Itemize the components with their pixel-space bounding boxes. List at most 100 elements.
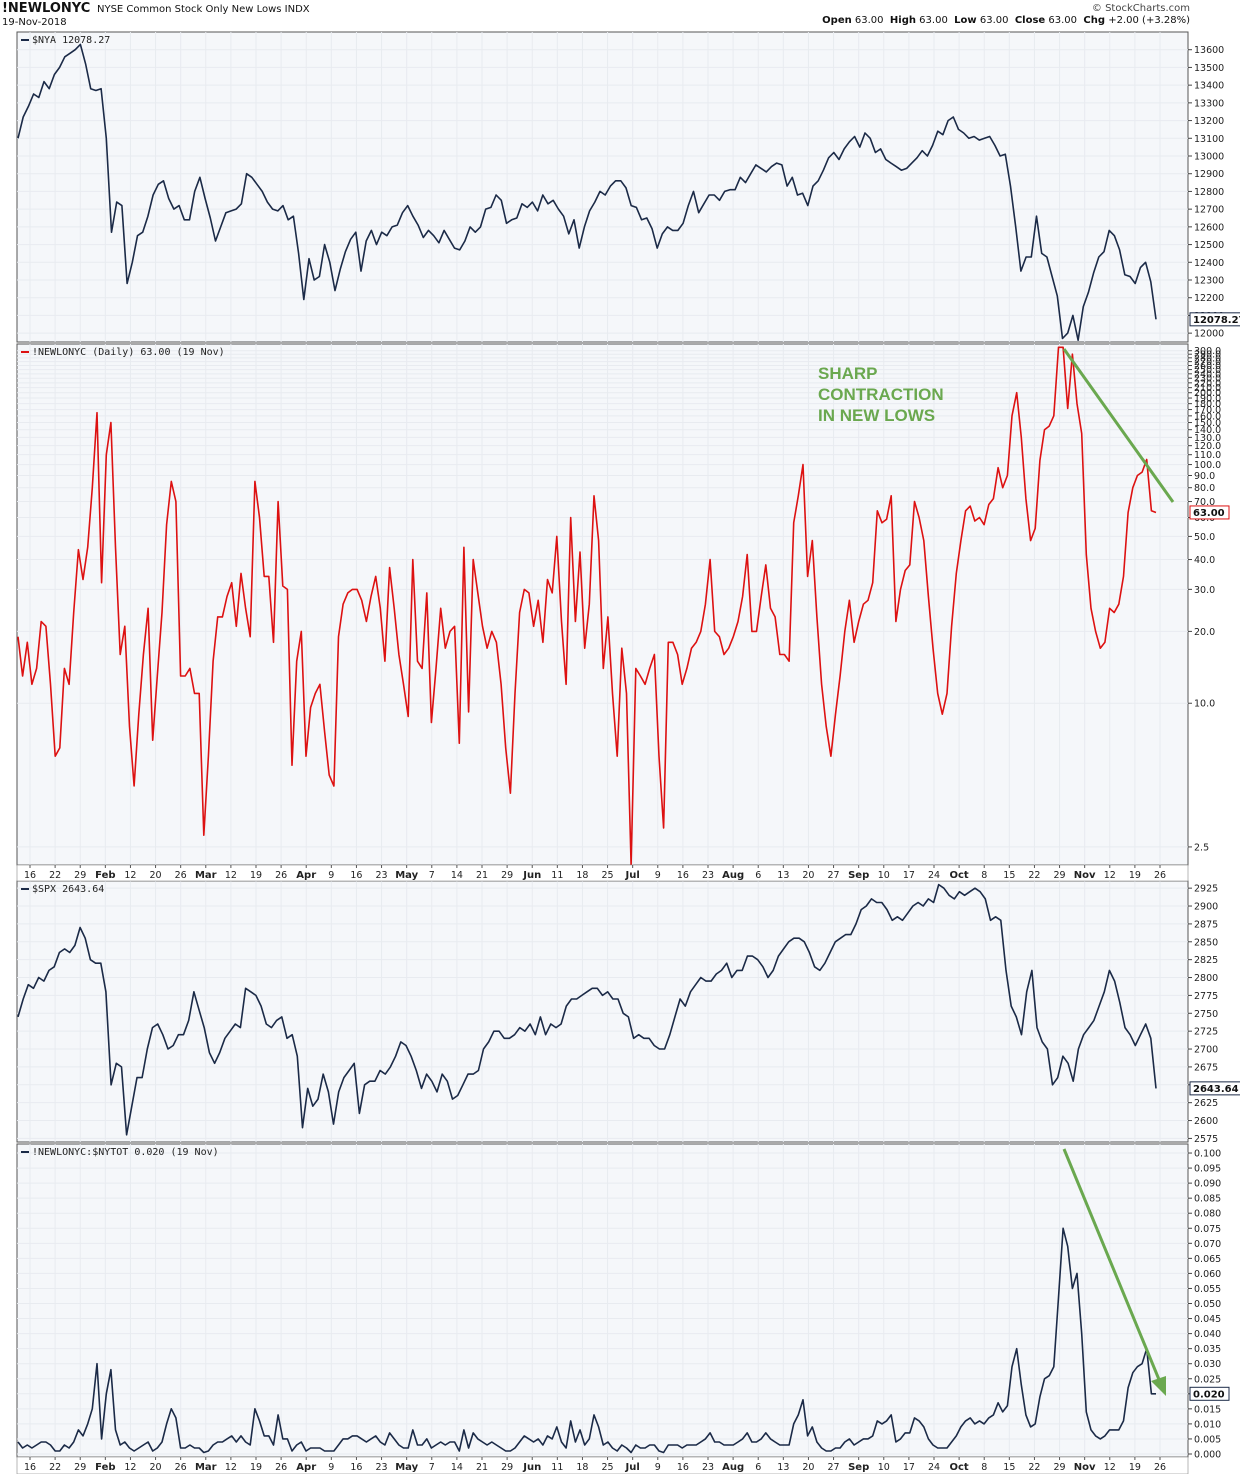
x-axis-band xyxy=(16,864,1189,882)
x-tick-label: 7 xyxy=(429,870,435,881)
last-value-tag xyxy=(1189,1081,1240,1096)
panel-frame-spx xyxy=(16,880,1189,1143)
y-tick-label: 80.0 xyxy=(1194,483,1215,494)
trendline-ratio xyxy=(1062,1148,1162,1383)
x-tick-label: 26 xyxy=(175,1462,187,1473)
y-tick-label: 130.0 xyxy=(1194,433,1221,444)
x-tick-label: Feb xyxy=(95,870,115,881)
y-tick-label: 12200 xyxy=(1194,293,1224,304)
chart-header: !NEWLONYC NYSE Common Stock Only New Low… xyxy=(0,0,1240,30)
y-tick-label: 20.0 xyxy=(1194,627,1215,638)
x-tick-label: 23 xyxy=(376,1462,388,1473)
x-tick-label: 25 xyxy=(602,870,614,881)
annotation-text: SHARP xyxy=(818,364,878,383)
y-tick-label: 2700 xyxy=(1194,1045,1218,1056)
y-tick-label: 2.5 xyxy=(1194,842,1209,853)
x-tick-label: 16 xyxy=(350,1462,362,1473)
x-tick-label: 16 xyxy=(24,870,36,881)
x-tick-label: 7 xyxy=(429,1462,435,1473)
close-label: Close xyxy=(1014,15,1046,26)
y-tick-label: 70.0 xyxy=(1194,497,1215,508)
close-value: 63.00 xyxy=(1048,15,1078,26)
y-tick-label: 140.0 xyxy=(1194,425,1221,436)
x-tick-label: 22 xyxy=(1028,1462,1040,1473)
y-tick-label: 2575 xyxy=(1194,1134,1218,1145)
y-tick-label: 260.0 xyxy=(1194,361,1221,372)
x-tick-label: 23 xyxy=(376,870,388,881)
x-tick-label: 20 xyxy=(802,870,814,881)
x-tick-label: 9 xyxy=(655,870,661,881)
x-tick-label: 29 xyxy=(501,870,513,881)
y-tick-label: 12800 xyxy=(1194,187,1224,198)
x-tick-label: 19 xyxy=(250,1462,262,1473)
x-tick-label: 22 xyxy=(1028,870,1040,881)
x-tick-label: 26 xyxy=(275,870,287,881)
x-tick-label: 19 xyxy=(1129,1462,1141,1473)
panel-title: !NEWLONYC (Daily) 63.00 (19 Nov) xyxy=(32,347,225,358)
annotation-text: IN NEW LOWS xyxy=(818,406,935,425)
y-tick-label: 12400 xyxy=(1194,258,1224,269)
y-tick-label: 2625 xyxy=(1194,1098,1218,1109)
y-tick-label: 12500 xyxy=(1194,240,1224,251)
y-tick-label: 12300 xyxy=(1194,276,1224,287)
y-tick-label: 120.0 xyxy=(1194,441,1221,452)
x-tick-label: 8 xyxy=(981,870,987,881)
x-tick-label: 26 xyxy=(275,1462,287,1473)
x-tick-label: 12 xyxy=(124,1462,136,1473)
panel-frame-ratio xyxy=(16,1143,1189,1458)
y-tick-label: 0.000 xyxy=(1194,1449,1221,1460)
y-tick-label: 180.0 xyxy=(1194,399,1221,410)
y-tick-label: 13600 xyxy=(1194,45,1224,56)
panel-title: $NYA 12078.27 xyxy=(32,35,110,46)
x-tick-label: 13 xyxy=(777,870,789,881)
low-value: 63.00 xyxy=(979,15,1009,26)
x-tick-label: 20 xyxy=(802,1462,814,1473)
y-tick-label: 160.0 xyxy=(1194,411,1221,422)
last-value-tag xyxy=(1189,505,1230,520)
y-tick-label: 0.085 xyxy=(1194,1194,1221,1205)
x-tick-label: 23 xyxy=(702,1462,714,1473)
y-tick-label: 290.0 xyxy=(1194,350,1221,361)
panel-nya: 1200012100122001230012400125001260012700… xyxy=(16,31,1240,343)
x-axis-0: 16 22 29 Feb 12 20 26 Mar 12 19 26 Apr 9 16 23 May 7 14 21… xyxy=(16,864,1189,882)
y-tick-label: 2850 xyxy=(1194,937,1218,948)
x-tick-label: 29 xyxy=(74,870,86,881)
x-tick-label: 16 xyxy=(677,870,689,881)
y-tick-label: 2600 xyxy=(1194,1116,1218,1127)
y-tick-label: 90.0 xyxy=(1194,471,1215,482)
symbol-description: NYSE Common Stock Only New Lows INDX xyxy=(97,4,310,15)
y-tick-label: 2800 xyxy=(1194,973,1218,984)
x-tick-label: Aug xyxy=(722,1462,744,1473)
x-tick-label: Sep xyxy=(848,870,869,881)
y-tick-label: 0.100 xyxy=(1194,1149,1221,1160)
x-tick-label: 29 xyxy=(501,1462,513,1473)
chg-label: Chg xyxy=(1083,15,1106,26)
high-label: High xyxy=(889,15,916,26)
x-tick-label: 16 xyxy=(350,870,362,881)
y-tick-label: 12600 xyxy=(1194,222,1224,233)
y-tick-label: 0.090 xyxy=(1194,1179,1221,1190)
x-tick-label: 19 xyxy=(250,870,262,881)
y-tick-label: 13500 xyxy=(1194,63,1224,74)
stockcharts-logo[interactable]: © StockCharts.com xyxy=(1091,3,1190,14)
last-value-label: 2643.64 xyxy=(1193,1084,1239,1095)
x-tick-label: 16 xyxy=(24,1462,36,1473)
panel-newlonyc: 2.510.020.030.040.050.060.070.080.090.01… xyxy=(16,343,1230,866)
y-tick-label: 50.0 xyxy=(1194,532,1215,543)
y-tick-label: 190.0 xyxy=(1194,394,1221,405)
y-tick-label: 12700 xyxy=(1194,205,1224,216)
x-tick-label: 16 xyxy=(677,1462,689,1473)
y-tick-label: 13300 xyxy=(1194,98,1224,109)
y-tick-label: 0.080 xyxy=(1194,1209,1221,1220)
y-tick-label: 13200 xyxy=(1194,116,1224,127)
last-value-tag xyxy=(1189,312,1240,327)
y-tick-label: 2825 xyxy=(1194,955,1218,966)
x-tick-label: Nov xyxy=(1074,870,1096,881)
y-tick-label: 200.0 xyxy=(1194,388,1221,399)
y-tick-label: 0.055 xyxy=(1194,1284,1221,1295)
annotation-text: CONTRACTION xyxy=(818,385,944,404)
y-tick-label: 300.0 xyxy=(1194,346,1221,357)
y-tick-label: 2725 xyxy=(1194,1027,1218,1038)
x-tick-label: 11 xyxy=(551,870,563,881)
x-tick-label: Jul xyxy=(625,870,640,881)
